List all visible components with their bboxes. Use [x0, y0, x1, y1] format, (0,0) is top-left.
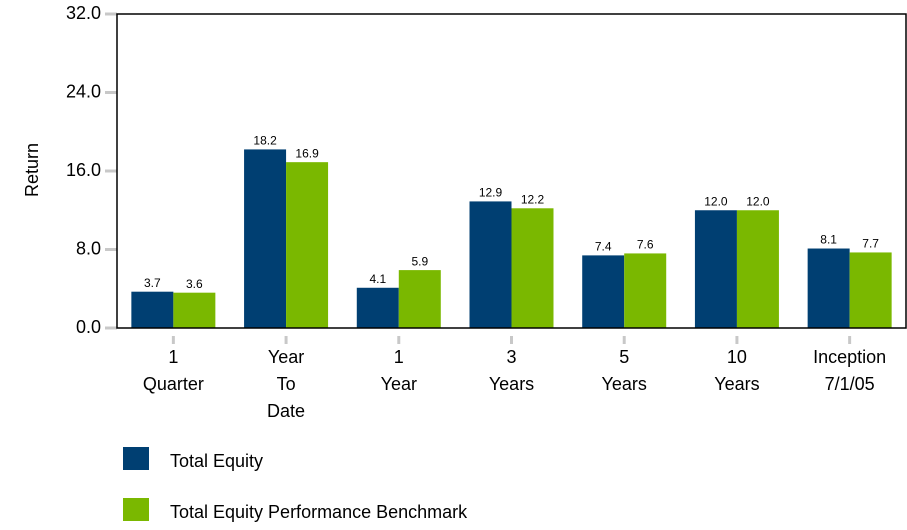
- x-tick-label: 5 Years: [602, 347, 647, 394]
- data-label: 3.7: [144, 276, 161, 290]
- bar: [582, 255, 625, 328]
- x-tick-label: Year To Date: [267, 347, 305, 421]
- bar: [173, 292, 216, 328]
- bar: [511, 208, 554, 328]
- data-label: 18.2: [253, 134, 277, 148]
- bar: [398, 270, 441, 328]
- y-tick-label: 0.0: [76, 317, 101, 337]
- data-label: 8.1: [820, 233, 837, 247]
- y-axis-title: Return: [22, 143, 42, 197]
- bar: [736, 210, 779, 328]
- x-tick-label: 1 Quarter: [143, 347, 204, 394]
- data-label: 12.2: [521, 192, 545, 206]
- data-label: 12.0: [704, 194, 728, 208]
- y-tick-label: 24.0: [66, 81, 101, 101]
- data-label: 12.9: [479, 186, 503, 200]
- bar: [286, 162, 329, 328]
- bar: [469, 201, 512, 328]
- x-tick-label: 1 Year: [381, 347, 417, 394]
- plot-frame: [116, 13, 907, 329]
- legend-label: Total Equity: [170, 451, 263, 471]
- y-tick-label: 8.0: [76, 238, 101, 258]
- bar: [694, 210, 737, 328]
- bar: [624, 253, 667, 328]
- bar: [244, 149, 287, 328]
- legend-label: Total Equity Performance Benchmark: [170, 502, 468, 522]
- y-tick-label: 16.0: [66, 160, 101, 180]
- x-tick-label: 3 Years: [489, 347, 534, 394]
- bar: [356, 287, 399, 328]
- data-label: 7.4: [595, 240, 612, 254]
- data-label: 16.9: [295, 146, 319, 160]
- data-label: 7.7: [862, 237, 879, 251]
- x-tick-label: Inception 7/1/05: [813, 347, 886, 394]
- data-label: 7.6: [637, 238, 654, 252]
- data-label: 4.1: [369, 272, 386, 286]
- bar: [807, 248, 850, 328]
- legend-swatch: [123, 447, 149, 470]
- data-label: 12.0: [746, 194, 770, 208]
- data-label: 5.9: [411, 254, 428, 268]
- data-label: 3.6: [186, 277, 203, 291]
- y-tick-label: 32.0: [66, 3, 101, 23]
- legend-swatch: [123, 498, 149, 521]
- bar: [849, 252, 892, 328]
- x-tick-label: 10 Years: [714, 347, 759, 394]
- bar: [131, 291, 174, 328]
